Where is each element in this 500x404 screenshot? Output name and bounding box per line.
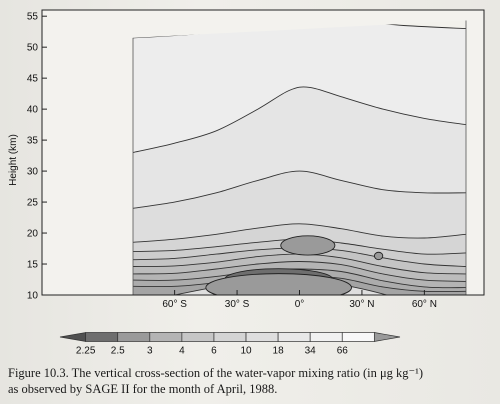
colorbar-extend-low: [59, 332, 87, 342]
colorbar: 2.25 2.5 3 4 6 10 18 34 66: [59, 332, 401, 357]
colorbar-label-8: 66: [337, 346, 349, 357]
contour-line-3: [133, 223, 466, 243]
colorbar-label-7: 34: [305, 346, 317, 357]
x-tick-label-3: 30° N: [349, 299, 374, 310]
colorbar-segment-1: [85, 332, 119, 342]
colorbar-extend-high: [373, 332, 401, 342]
x-tick-label-4: 60° N: [412, 299, 437, 310]
y-tick-label-10: 10: [27, 291, 39, 302]
contour-line-7: [133, 261, 466, 282]
x-tick-label-2: 0°: [295, 299, 305, 310]
y-tick-label-35: 35: [27, 136, 39, 147]
colorbar-label-4: 6: [211, 346, 217, 357]
x-tick-label-1: 30° S: [225, 299, 250, 310]
colorbar-segment-8: [309, 332, 343, 342]
contour-fields: [133, 20, 466, 296]
x-tick-label-0: 60° S: [162, 299, 187, 310]
colorbar-label-5: 10: [240, 346, 252, 357]
contour-line-8: [133, 268, 466, 289]
colorbar-label-2: 3: [147, 346, 153, 357]
y-tick-label-25: 25: [27, 198, 39, 209]
caption-line-2: as observed by SAGE II for the month of …: [8, 382, 278, 396]
contour-minimum-3: [280, 235, 336, 256]
plot-frame: [41, 9, 485, 296]
contour-minimum-4: [373, 251, 384, 261]
contour-minimum-1: [205, 273, 352, 296]
plot-area: [42, 10, 484, 296]
colorbar-segment-6: [245, 332, 279, 342]
colorbar-segment-7: [277, 332, 311, 342]
y-tick-label-30: 30: [27, 167, 39, 178]
y-tick-label-15: 15: [27, 260, 39, 271]
y-tick-label-40: 40: [27, 105, 39, 116]
colorbar-segment-3: [149, 332, 183, 342]
caption-line-1: Figure 10.3. The vertical cross-section …: [8, 366, 424, 380]
contour-line-2: [133, 170, 466, 209]
colorbar-label-1: 2.5: [111, 346, 125, 357]
y-tick-label-45: 45: [27, 74, 39, 85]
y-tick-label-20: 20: [27, 229, 39, 240]
colorbar-label-0: 2.25: [76, 346, 96, 357]
figure-caption: Figure 10.3. The vertical cross-section …: [8, 365, 496, 397]
colorbar-label-6: 18: [273, 346, 285, 357]
data-region-edges: [132, 20, 467, 295]
axes: 10 15 20 25 30 35 40 45 50 55 60° S 30° S 0° 30° N 60°…: [27, 9, 485, 310]
colorbar-segment-9: [341, 332, 375, 342]
colorbar-label-3: 4: [179, 346, 185, 357]
colorbar-segment-4: [181, 332, 215, 342]
y-tick-label-50: 50: [27, 43, 39, 54]
contour-line-1: [133, 86, 466, 153]
y-tick-label-55: 55: [27, 12, 39, 23]
colorbar-segment-5: [213, 332, 247, 342]
colorbar-segment-2: [117, 332, 151, 342]
y-axis-label: Height (km): [8, 134, 19, 186]
